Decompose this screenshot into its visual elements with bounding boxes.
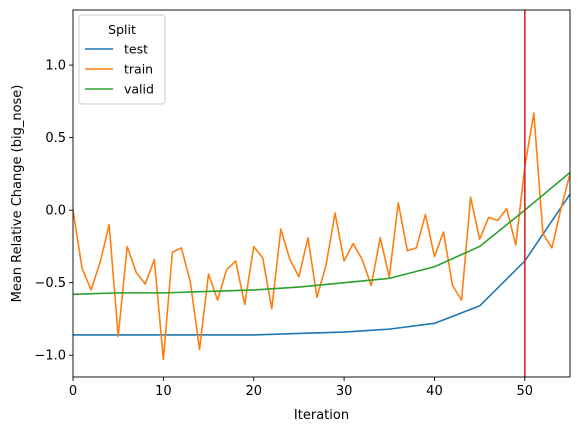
y-axis-ticks: −1.0 −0.5 0.0 0.5 1.0 [34,59,73,364]
x-tick-label: 20 [245,384,262,399]
y-tick-label: 0.5 [45,131,66,146]
y-tick-label: −0.5 [34,276,66,291]
legend-label-valid: valid [124,82,154,97]
legend-label-test: test [124,42,148,57]
x-tick-label: 30 [336,384,353,399]
series-line-test [73,193,570,336]
legend-label-train: train [124,62,153,77]
y-tick-label: 0.0 [45,204,66,219]
x-axis-label: Iteration [294,408,349,423]
series-line-train [73,112,570,361]
x-tick-label: 0 [69,384,77,399]
y-axis-label: Mean Relative Change (big_nose) [10,85,25,303]
y-tick-label: −1.0 [34,349,66,364]
plot-frame [72,9,571,378]
x-tick-label: 40 [426,384,443,399]
legend: Split test train valid [78,14,166,105]
legend-entries: test train valid [85,42,154,97]
series-layer [73,112,570,361]
legend-title: Split [108,22,136,37]
legend-box [78,14,166,105]
x-axis-ticks: 0 10 20 30 40 50 [69,377,533,399]
y-tick-label: 1.0 [45,59,66,74]
series-line-valid [73,171,570,296]
x-tick-label: 10 [155,384,172,399]
x-tick-label: 50 [517,384,534,399]
